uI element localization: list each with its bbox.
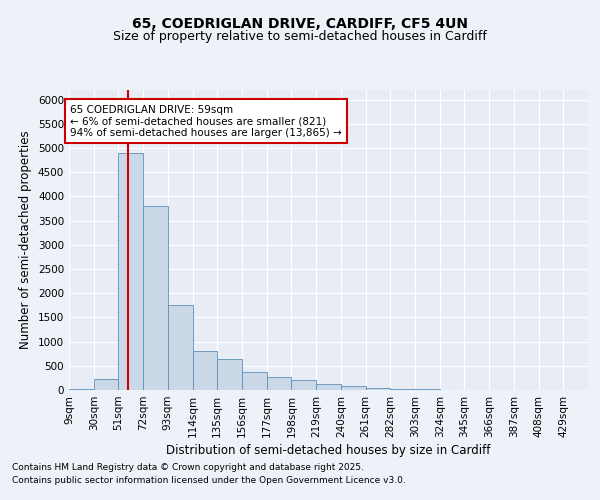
Bar	[316, 384, 341, 390]
Text: Size of property relative to semi-detached houses in Cardiff: Size of property relative to semi-detach…	[113, 30, 487, 43]
Bar	[365, 388, 390, 390]
Bar	[193, 352, 217, 390]
X-axis label: Distribution of semi-detached houses by size in Cardiff: Distribution of semi-detached houses by …	[166, 444, 491, 457]
Text: Contains HM Land Registry data © Crown copyright and database right 2025.: Contains HM Land Registry data © Crown c…	[12, 464, 364, 472]
Text: 65, COEDRIGLAN DRIVE, CARDIFF, CF5 4UN: 65, COEDRIGLAN DRIVE, CARDIFF, CF5 4UN	[132, 18, 468, 32]
Bar	[242, 372, 267, 390]
Bar	[267, 377, 292, 390]
Y-axis label: Number of semi-detached properties: Number of semi-detached properties	[19, 130, 32, 350]
Bar	[69, 388, 94, 390]
Bar	[94, 379, 118, 390]
Text: 65 COEDRIGLAN DRIVE: 59sqm
← 6% of semi-detached houses are smaller (821)
94% of: 65 COEDRIGLAN DRIVE: 59sqm ← 6% of semi-…	[70, 104, 342, 138]
Bar	[168, 306, 193, 390]
Bar	[341, 386, 365, 390]
Bar	[292, 380, 316, 390]
Text: Contains public sector information licensed under the Open Government Licence v3: Contains public sector information licen…	[12, 476, 406, 485]
Bar	[143, 206, 168, 390]
Bar	[118, 153, 143, 390]
Bar	[217, 358, 242, 390]
Bar	[390, 389, 415, 390]
